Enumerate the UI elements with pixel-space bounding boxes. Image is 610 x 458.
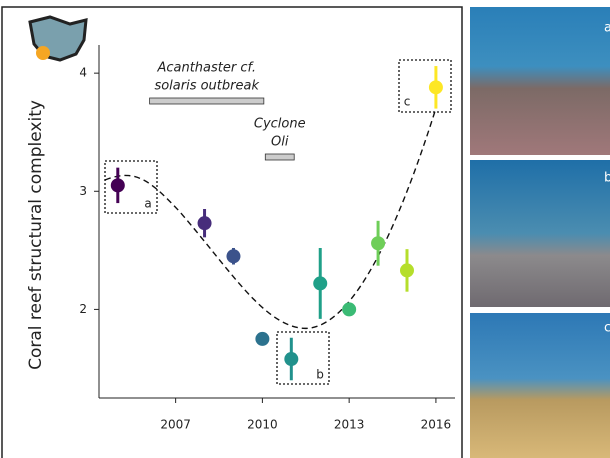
y-tick-label: 3 bbox=[79, 184, 87, 198]
photo bbox=[470, 313, 610, 458]
photo bbox=[470, 160, 610, 307]
event-label: Oli bbox=[271, 135, 289, 150]
photo-label: a bbox=[604, 21, 610, 36]
point bbox=[428, 80, 443, 95]
box-label: b bbox=[316, 368, 324, 382]
event-label: Acanthaster cf. bbox=[156, 61, 256, 76]
photo bbox=[470, 7, 610, 155]
point bbox=[284, 352, 299, 367]
y-tick-label: 2 bbox=[79, 302, 87, 316]
point bbox=[399, 263, 414, 278]
event-label: solaris outbreak bbox=[154, 79, 259, 94]
point bbox=[197, 216, 212, 231]
photo-label: b bbox=[604, 171, 610, 186]
point bbox=[110, 178, 125, 193]
event-label: Cyclone bbox=[254, 117, 306, 132]
point-box bbox=[104, 160, 158, 214]
point bbox=[255, 331, 270, 346]
event-bar bbox=[264, 153, 295, 161]
point-box bbox=[276, 331, 330, 385]
y-axis-label: Coral reef structural complexity bbox=[26, 100, 46, 370]
point bbox=[371, 236, 386, 251]
box-label: c bbox=[404, 95, 411, 109]
y-tick-label: 4 bbox=[79, 66, 87, 80]
point-box bbox=[398, 59, 452, 113]
x-tick-label: 2010 bbox=[247, 418, 278, 432]
chart-frame bbox=[1, 6, 463, 458]
photo-label: c bbox=[604, 321, 610, 336]
point bbox=[226, 249, 241, 264]
box-label: a bbox=[144, 197, 151, 211]
map-icon bbox=[28, 15, 88, 62]
x-tick-label: 2007 bbox=[160, 418, 191, 432]
event-bar bbox=[149, 97, 265, 105]
point bbox=[313, 276, 328, 291]
point bbox=[342, 302, 357, 317]
x-tick-label: 2016 bbox=[421, 418, 452, 432]
trend-curve bbox=[104, 107, 437, 330]
x-tick-label: 2013 bbox=[334, 418, 365, 432]
